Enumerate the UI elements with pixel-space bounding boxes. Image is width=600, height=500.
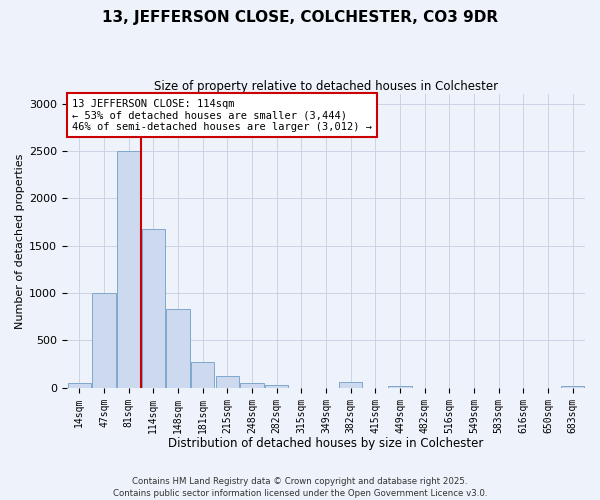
X-axis label: Distribution of detached houses by size in Colchester: Distribution of detached houses by size … [169, 437, 484, 450]
Text: Contains HM Land Registry data © Crown copyright and database right 2025.
Contai: Contains HM Land Registry data © Crown c… [113, 476, 487, 498]
Bar [240, 383, 264, 388]
Y-axis label: Number of detached properties: Number of detached properties [15, 154, 25, 328]
Bar [92, 293, 116, 388]
Bar [561, 386, 584, 388]
Bar [166, 309, 190, 388]
Bar [215, 376, 239, 388]
Bar [339, 382, 362, 388]
Bar [191, 362, 214, 388]
Bar [117, 151, 140, 388]
Text: 13 JEFFERSON CLOSE: 114sqm
← 53% of detached houses are smaller (3,444)
46% of s: 13 JEFFERSON CLOSE: 114sqm ← 53% of deta… [72, 98, 372, 132]
Title: Size of property relative to detached houses in Colchester: Size of property relative to detached ho… [154, 80, 498, 93]
Bar [68, 383, 91, 388]
Text: 13, JEFFERSON CLOSE, COLCHESTER, CO3 9DR: 13, JEFFERSON CLOSE, COLCHESTER, CO3 9DR [102, 10, 498, 25]
Bar [142, 228, 165, 388]
Bar [388, 386, 412, 388]
Bar [265, 385, 289, 388]
